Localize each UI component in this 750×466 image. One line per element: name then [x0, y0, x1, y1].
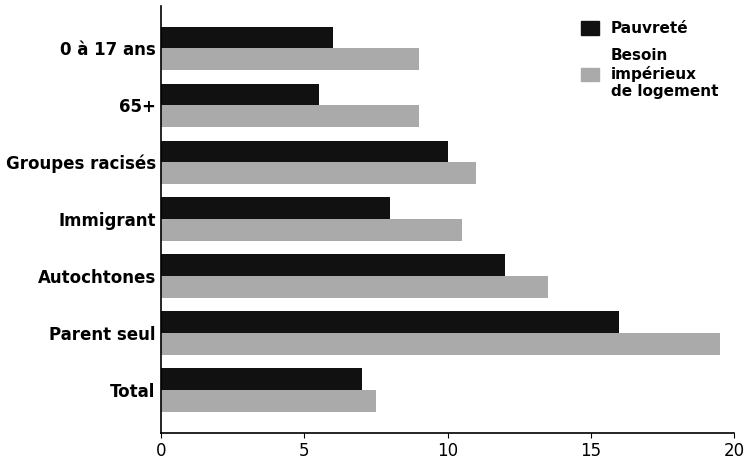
Bar: [161, 219, 462, 241]
Bar: [161, 276, 548, 298]
Bar: [161, 311, 620, 333]
Bar: [161, 162, 476, 184]
Bar: [161, 48, 419, 70]
Bar: [161, 27, 333, 48]
Legend: Pauvreté, Besoin
impérieux
de logement: Pauvreté, Besoin impérieux de logement: [573, 13, 726, 107]
Bar: [161, 198, 390, 219]
Bar: [161, 83, 319, 105]
Bar: [161, 333, 719, 355]
Bar: [161, 368, 362, 390]
Bar: [161, 254, 505, 276]
Bar: [161, 141, 448, 162]
Bar: [161, 390, 376, 411]
Bar: [161, 105, 419, 127]
